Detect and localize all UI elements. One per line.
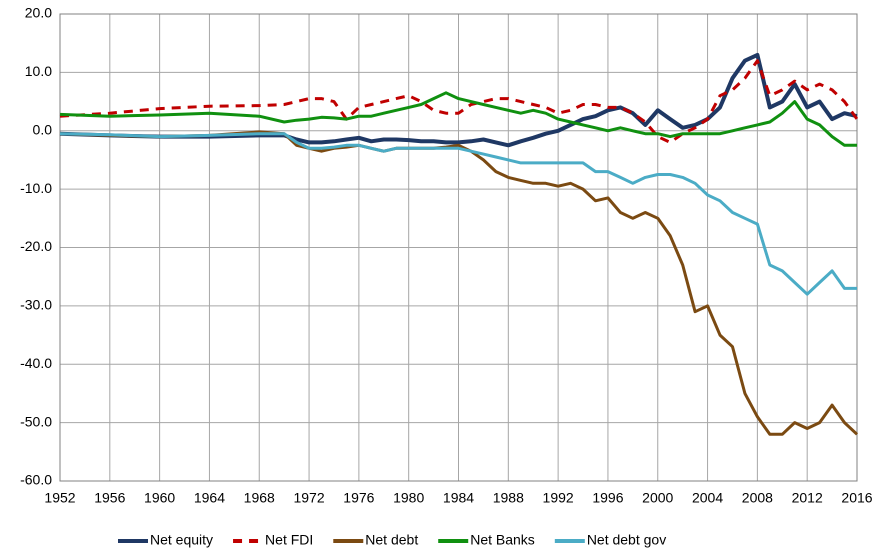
data-line	[59, 52, 858, 148]
x-tick-label: 2000	[642, 490, 673, 506]
legend-label: Net FDI	[265, 532, 313, 548]
x-tick-label: 1992	[543, 490, 574, 506]
x-tick-label: 1996	[592, 490, 623, 506]
x-tick-label: 2004	[692, 490, 723, 506]
legend-label: Net debt gov	[587, 532, 666, 548]
y-tick-label: -10.0	[20, 180, 52, 196]
x-tick-label: 1976	[343, 490, 374, 506]
y-tick-label: -60.0	[20, 472, 52, 488]
x-tick-label: 1968	[244, 490, 275, 506]
data-line	[59, 132, 857, 296]
y-tick-label: -20.0	[20, 238, 52, 254]
y-tick-label: 0.0	[33, 121, 53, 137]
x-tick-label: 1984	[443, 490, 474, 506]
x-tick-label: 2008	[742, 490, 773, 506]
x-tick-label: 2012	[792, 490, 823, 506]
legend-label: Net debt	[365, 532, 418, 548]
data-line	[59, 91, 857, 147]
plot-border	[59, 13, 858, 482]
x-tick-label: 1972	[293, 490, 324, 506]
x-tick-label: 2016	[841, 490, 872, 506]
legend-label: Net equity	[150, 532, 213, 548]
x-tick-label: 1988	[493, 490, 524, 506]
data-line	[59, 130, 859, 436]
y-tick-label: -40.0	[20, 355, 52, 371]
y-tick-label: 10.0	[25, 63, 52, 79]
y-tick-label: -50.0	[20, 413, 52, 429]
y-tick-label: -30.0	[20, 297, 52, 313]
x-tick-label: 1980	[393, 490, 424, 506]
x-tick-label: 1956	[94, 490, 125, 506]
x-tick-label: 1952	[44, 490, 75, 506]
data-line	[59, 59, 859, 144]
x-tick-label: 1964	[194, 490, 225, 506]
legend-label: Net Banks	[470, 532, 535, 548]
x-tick-label: 1960	[144, 490, 175, 506]
y-tick-label: 20.0	[25, 5, 52, 21]
